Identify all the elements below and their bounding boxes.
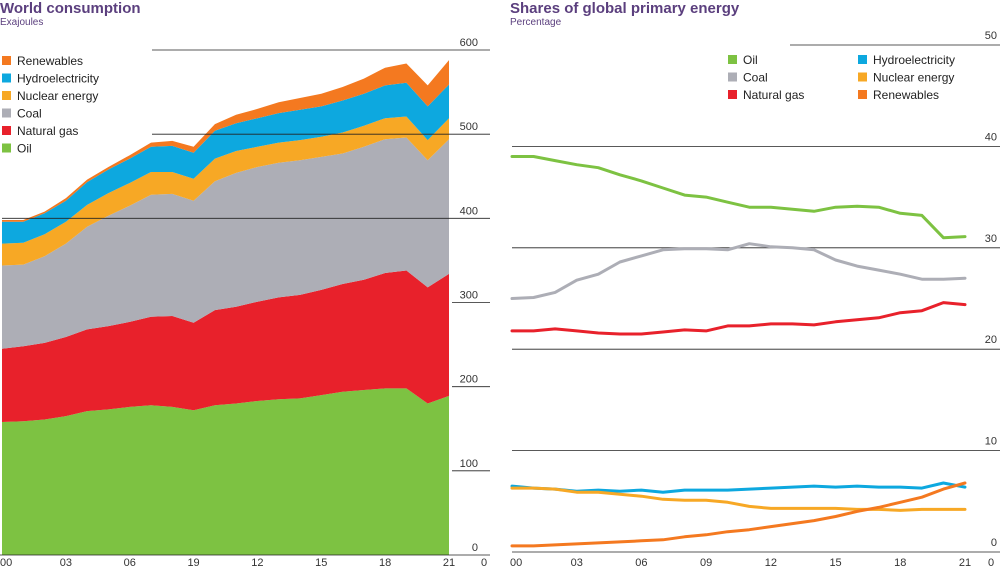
legend-swatch-natural-gas <box>728 90 737 99</box>
legend-label-nuclear-energy: Nuclear energy <box>17 89 98 103</box>
legend-label-hydroelectricity: Hydroelectricity <box>17 72 99 86</box>
legend-label-coal: Coal <box>17 107 42 121</box>
area-hydroelectricity <box>2 82 449 244</box>
x-tick-label: 15 <box>829 557 841 568</box>
legend-swatch-coal <box>2 108 11 118</box>
legend-label-hydroelectricity: Hydroelectricity <box>873 53 955 67</box>
x-tick-label: 03 <box>571 557 583 568</box>
legend-swatch-renewables <box>858 90 867 99</box>
line-hydroelectricity <box>510 481 967 494</box>
legend-label-coal: Coal <box>743 71 768 85</box>
y-tick-label: 300 <box>460 290 478 302</box>
world-consumption-title: World consumption <box>0 0 141 17</box>
y-tick-label: 100 <box>460 458 478 470</box>
y-tick-label: 600 <box>460 37 478 49</box>
x-tick-label: 15 <box>315 557 327 568</box>
legend-swatch-natural-gas <box>2 126 11 135</box>
y-tick-label: 200 <box>460 374 478 386</box>
area-coal <box>2 137 449 349</box>
legend-label-renewables: Renewables <box>873 88 939 102</box>
x-tick-label: 12 <box>765 557 777 568</box>
legend-swatch-oil <box>2 143 11 153</box>
area-oil <box>2 388 449 555</box>
x-tick-label: 03 <box>60 557 72 568</box>
x-tick-label: 0 <box>481 557 487 568</box>
legend-label-natural-gas: Natural gas <box>743 88 804 102</box>
x-tick-label: 0 <box>988 557 994 568</box>
legend-swatch-nuclear-energy <box>2 91 11 100</box>
legend-label-oil: Oil <box>743 53 758 67</box>
x-tick-label: 00 <box>510 557 522 568</box>
y-tick-label: 50 <box>985 30 997 42</box>
legend-swatch-nuclear-energy <box>858 72 867 82</box>
legend-label-nuclear-energy: Nuclear energy <box>873 71 954 85</box>
y-tick-label: 0 <box>472 542 478 554</box>
y-tick-label: 500 <box>460 121 478 133</box>
legend-swatch-hydroelectricity <box>858 55 867 64</box>
x-tick-label: 21 <box>443 557 455 568</box>
line-oil <box>510 155 967 240</box>
area-natural-gas <box>2 270 449 422</box>
y-tick-label: 20 <box>985 334 997 346</box>
world-consumption-panel: World consumption Exajoules 0 100 200 300 40… <box>0 0 490 568</box>
x-tick-label: 09 <box>700 557 712 568</box>
x-tick-label: 21 <box>959 557 971 568</box>
x-tick-label: 00 <box>0 557 12 568</box>
area-nuclear-energy <box>2 116 449 266</box>
x-tick-label: 06 <box>124 557 136 568</box>
legend-swatch-coal <box>728 72 737 82</box>
x-tick-label: 06 <box>635 557 647 568</box>
y-tick-label: 40 <box>985 131 997 143</box>
line-renewables <box>510 481 967 548</box>
x-tick-label: 18 <box>894 557 906 568</box>
legend-swatch-hydroelectricity <box>2 73 11 83</box>
line-coal <box>510 242 967 300</box>
y-tick-label: 30 <box>985 233 997 245</box>
energy-shares-subtitle: Percentage <box>510 17 562 28</box>
legend-swatch-renewables <box>2 56 11 65</box>
y-tick-label: 0 <box>991 537 997 549</box>
y-tick-label: 10 <box>985 436 997 448</box>
world-consumption-chart: 0 100 200 300 400 500 600 00 03 06 19 12 15 18 21 0 Rene… <box>0 37 490 568</box>
y-tick-label: 400 <box>460 205 478 217</box>
line-nuclear-energy <box>510 486 967 512</box>
line-natural-gas <box>510 301 967 336</box>
energy-shares-panel: Shares of global primary energy Percenta… <box>510 0 1000 568</box>
world-consumption-subtitle: Exajoules <box>0 17 44 28</box>
energy-shares-chart: 0 10 20 30 40 50 00 03 06 09 12 15 18 21 0 Oil Coal Natur… <box>510 30 1000 568</box>
area-renewables <box>2 60 449 222</box>
legend-label-oil: Oil <box>17 142 32 156</box>
x-tick-label: 19 <box>187 557 199 568</box>
x-tick-label: 12 <box>251 557 263 568</box>
x-tick-label: 18 <box>379 557 391 568</box>
legend-label-renewables: Renewables <box>17 54 83 68</box>
legend-swatch-oil <box>728 55 737 64</box>
energy-shares-title: Shares of global primary energy <box>510 0 740 17</box>
legend-label-natural-gas: Natural gas <box>17 124 78 138</box>
